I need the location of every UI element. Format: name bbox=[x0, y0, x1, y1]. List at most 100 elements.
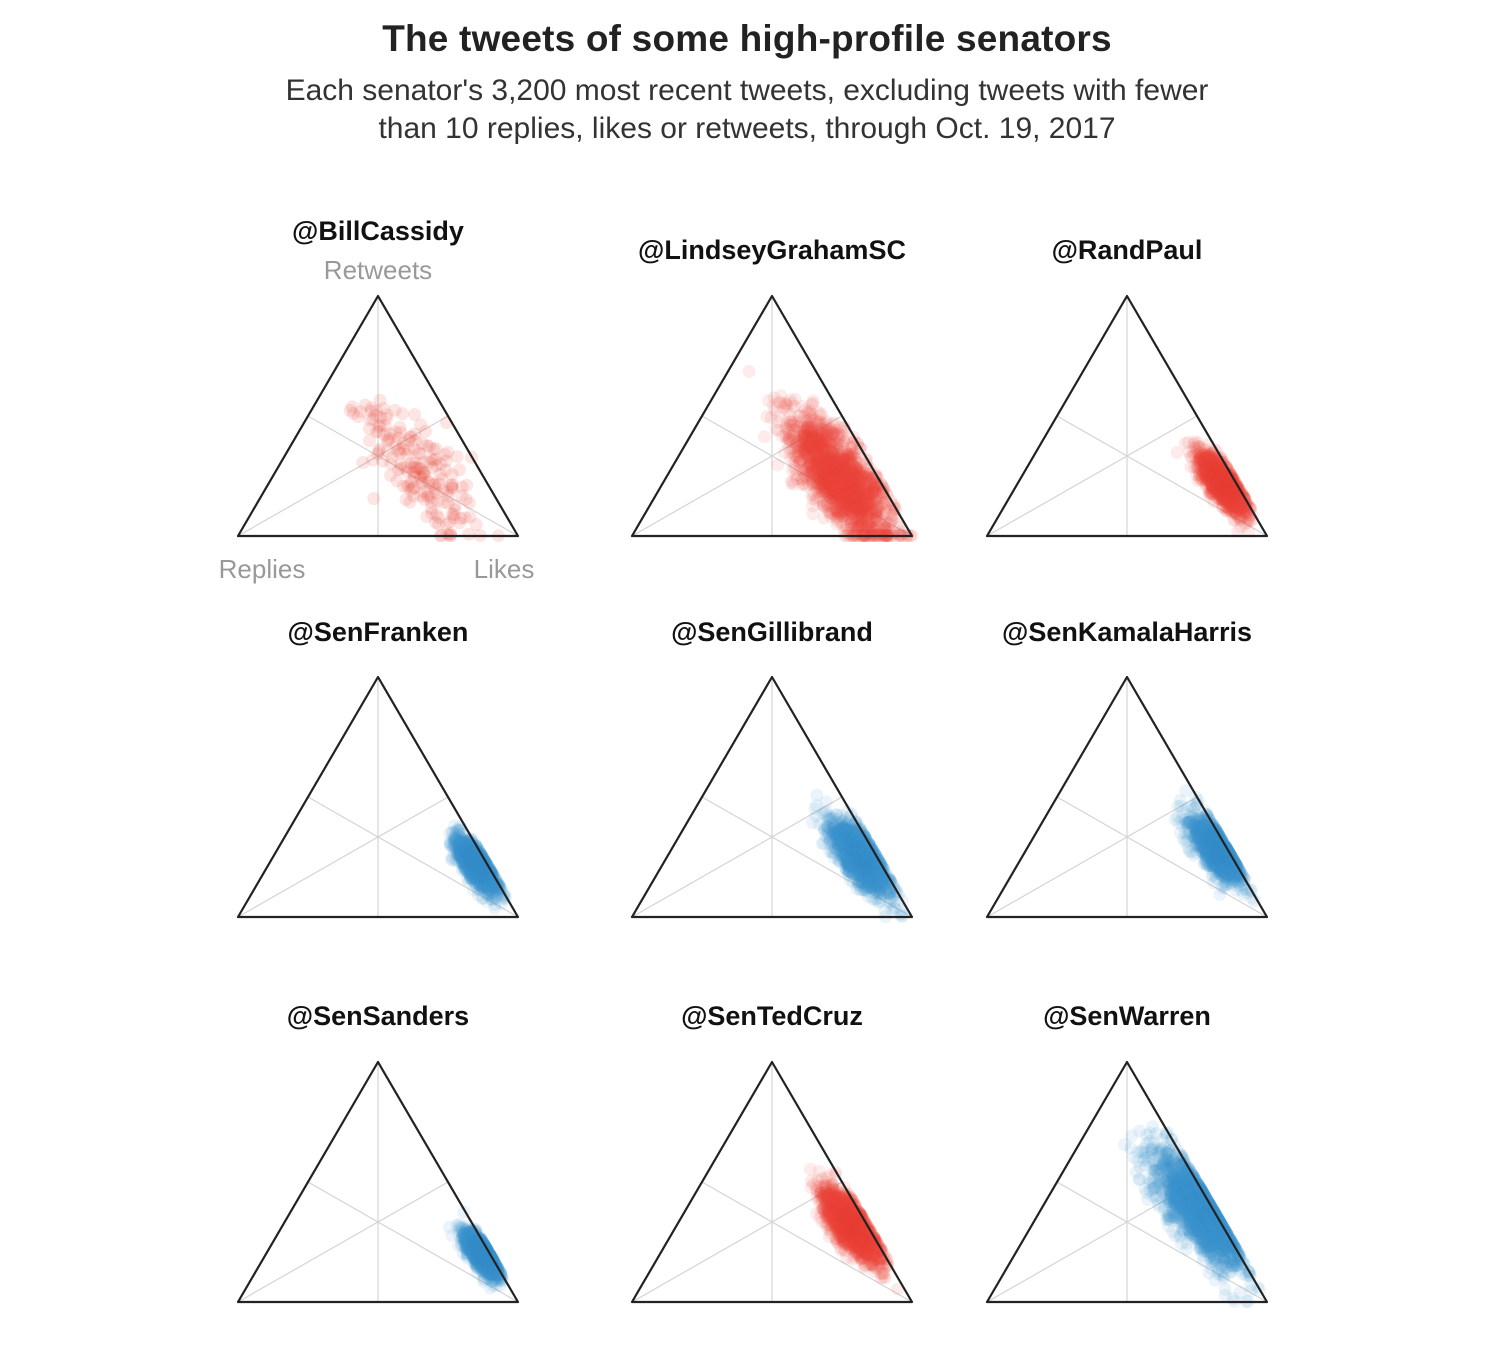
data-point bbox=[837, 458, 851, 472]
data-point bbox=[794, 434, 808, 448]
data-point bbox=[858, 503, 872, 517]
data-point bbox=[757, 430, 771, 444]
data-point bbox=[836, 449, 850, 463]
data-point bbox=[452, 463, 466, 477]
data-point bbox=[849, 493, 862, 507]
data-point bbox=[448, 499, 462, 512]
data-point bbox=[847, 483, 861, 497]
data-point bbox=[846, 474, 860, 488]
axis-label-likes: Likes bbox=[474, 554, 535, 584]
data-point bbox=[786, 442, 800, 456]
data-point bbox=[410, 461, 424, 475]
data-point bbox=[404, 456, 418, 470]
data-point bbox=[417, 456, 430, 469]
data-point bbox=[826, 462, 840, 476]
panel-randpaul: @RandPaul bbox=[985, 235, 1269, 538]
data-point bbox=[840, 451, 854, 465]
data-point bbox=[393, 446, 407, 460]
data-point bbox=[824, 456, 837, 470]
data-point bbox=[371, 447, 385, 461]
data-point bbox=[814, 481, 828, 495]
data-point bbox=[843, 504, 857, 518]
panel-lindseygrahamsc: @LindseyGrahamSC bbox=[630, 235, 918, 543]
data-point bbox=[846, 479, 860, 493]
data-point bbox=[439, 454, 453, 468]
senator-label: @RandPaul bbox=[1052, 235, 1203, 265]
data-point bbox=[835, 477, 849, 491]
data-point bbox=[778, 446, 792, 459]
data-point bbox=[781, 435, 795, 449]
data-point bbox=[822, 478, 836, 491]
data-point bbox=[870, 501, 884, 515]
data-point bbox=[760, 410, 774, 423]
data-point bbox=[800, 437, 814, 451]
data-point bbox=[394, 426, 408, 439]
data-point bbox=[843, 469, 857, 483]
data-point bbox=[836, 488, 850, 502]
data-point bbox=[393, 442, 407, 456]
data-point bbox=[806, 430, 820, 443]
data-point bbox=[846, 466, 860, 480]
data-point bbox=[382, 432, 396, 446]
data-point bbox=[802, 441, 816, 455]
data-point bbox=[445, 481, 459, 495]
data-point bbox=[818, 474, 832, 488]
data-point bbox=[834, 465, 847, 479]
data-point bbox=[786, 435, 800, 449]
data-point bbox=[826, 484, 840, 497]
data-point bbox=[805, 466, 819, 479]
data-point bbox=[828, 470, 842, 484]
data-point bbox=[788, 392, 802, 406]
data-point bbox=[364, 404, 378, 418]
data-point bbox=[817, 466, 831, 480]
data-point bbox=[817, 466, 831, 480]
data-point bbox=[811, 453, 825, 467]
data-point bbox=[846, 447, 860, 461]
data-point bbox=[806, 394, 820, 408]
data-point bbox=[408, 442, 422, 456]
data-point bbox=[819, 441, 833, 455]
data-point bbox=[408, 408, 422, 422]
data-point bbox=[845, 497, 859, 511]
data-point bbox=[430, 494, 444, 508]
data-point bbox=[819, 457, 833, 471]
data-point bbox=[867, 524, 881, 538]
data-point bbox=[417, 485, 431, 499]
data-point bbox=[452, 516, 466, 530]
data-point bbox=[855, 495, 869, 509]
data-point bbox=[878, 523, 892, 537]
grid-line bbox=[631, 836, 773, 918]
data-point bbox=[817, 472, 831, 485]
data-point bbox=[843, 467, 856, 480]
grid-line bbox=[307, 415, 379, 457]
data-point bbox=[819, 436, 833, 450]
data-point bbox=[834, 497, 848, 511]
data-point bbox=[880, 516, 894, 529]
data-point bbox=[377, 402, 391, 416]
data-point bbox=[416, 465, 430, 479]
data-point bbox=[819, 454, 833, 468]
data-point bbox=[810, 414, 824, 428]
data-point bbox=[400, 465, 414, 479]
data-point bbox=[811, 454, 825, 468]
data-point bbox=[801, 419, 814, 433]
data-point bbox=[847, 483, 861, 497]
data-point bbox=[450, 450, 464, 464]
data-point bbox=[393, 420, 407, 434]
data-point bbox=[836, 488, 850, 502]
data-point bbox=[462, 527, 476, 541]
data-point bbox=[1188, 440, 1202, 454]
data-point bbox=[847, 434, 861, 448]
data-point bbox=[845, 515, 858, 529]
data-point bbox=[392, 431, 406, 445]
data-point bbox=[458, 511, 472, 525]
data-point bbox=[826, 452, 840, 466]
data-point bbox=[845, 464, 858, 478]
data-point bbox=[859, 495, 873, 509]
data-point bbox=[812, 456, 826, 470]
data-point bbox=[430, 508, 444, 522]
data-point bbox=[850, 504, 864, 517]
data-point bbox=[844, 477, 858, 491]
data-point bbox=[865, 502, 878, 516]
data-point bbox=[830, 517, 844, 531]
